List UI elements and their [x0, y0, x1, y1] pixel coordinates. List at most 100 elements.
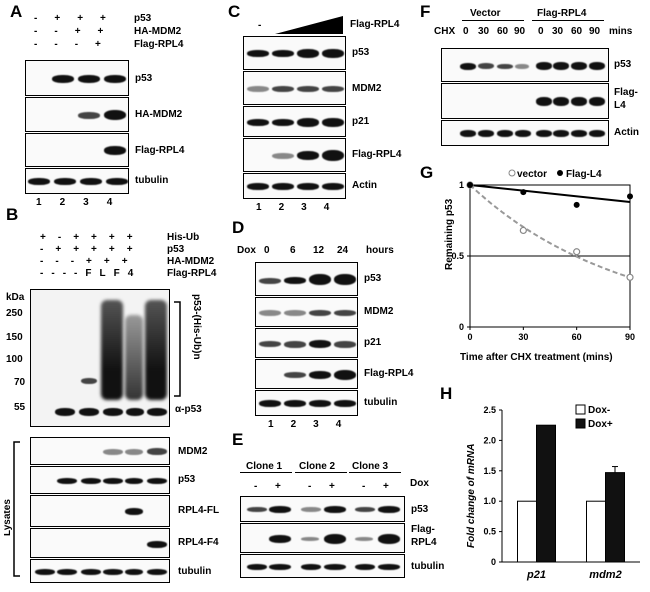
- b-lysates-label: Lysates: [4, 499, 13, 536]
- d-time-0: 0: [264, 245, 270, 256]
- sign: -: [57, 232, 74, 243]
- h-legend-plus: Dox+: [588, 419, 613, 430]
- a-blot-rpl4: [25, 133, 129, 167]
- g-legend-vector: vector: [517, 169, 547, 180]
- g-ylabel: Remaining p53: [444, 198, 455, 270]
- h-ytick-label: 1.5: [483, 466, 496, 476]
- sign: -: [70, 256, 87, 267]
- panel-e-letter: E: [232, 430, 244, 449]
- h-bar-dox: [536, 424, 556, 563]
- f-blot-label-flag-1: Flag-: [614, 87, 638, 98]
- c-blot-p53: [243, 36, 346, 70]
- f-time: 30: [478, 26, 490, 37]
- e-clone-2: Clone 2: [299, 461, 336, 472]
- h-ytick-label: 2.5: [483, 405, 496, 415]
- e-blot-label-p53: p53: [411, 504, 429, 515]
- lane: 2: [59, 197, 84, 208]
- e-sign: -: [362, 481, 366, 492]
- sign: -: [40, 256, 56, 267]
- g-ytick-label: 0: [459, 322, 464, 332]
- h-category-label: p21: [526, 569, 546, 581]
- e-clone-3: Clone 3: [352, 461, 389, 472]
- f-time: 90: [589, 26, 601, 37]
- panel-d-letter: D: [232, 218, 245, 237]
- sign: +: [86, 256, 104, 267]
- sign: +: [73, 244, 92, 255]
- d-blot-p21: [255, 328, 358, 358]
- g-ytick-label: 1: [459, 180, 464, 190]
- b-marker-100: 100: [6, 354, 23, 365]
- e-blot-label-flag-2: RPL4: [411, 537, 437, 548]
- f-blot-label-p53: p53: [614, 59, 632, 70]
- sign: +: [77, 13, 101, 24]
- e-clone-1: Clone 1: [246, 461, 283, 472]
- lane: 1: [36, 197, 60, 208]
- b-marker-250: 250: [6, 308, 23, 319]
- c-blot-label-p53: p53: [352, 47, 370, 58]
- a-lane-numbers: 1234: [36, 197, 130, 209]
- sign: -: [54, 39, 75, 50]
- sign: +: [97, 26, 121, 37]
- e-blot-tubulin: [240, 554, 405, 578]
- c-blot-label-rpl4: Flag-RPL4: [352, 149, 402, 160]
- panel-f-letter: F: [420, 2, 431, 21]
- a-blot-label-tubulin: tubulin: [135, 175, 169, 186]
- g-chart: 0 0.5 1 0 30 60 90 Remaining p53 Time after CH…: [444, 169, 635, 363]
- sign: +: [40, 232, 58, 243]
- e-sign: -: [308, 481, 312, 492]
- b-lysate-label-tubulin: tubulin: [178, 566, 212, 577]
- d-blot-label-p21: p21: [364, 337, 382, 348]
- b-lysate-label-p53: p53: [178, 474, 196, 485]
- sign: +: [126, 232, 145, 243]
- g-point-vector: [519, 226, 527, 235]
- f-group-vector: Vector: [470, 8, 501, 19]
- a-blot-label-mdm2: HA-MDM2: [135, 109, 183, 120]
- sign: -: [34, 13, 55, 24]
- f-blot-flag: [441, 83, 609, 119]
- f-group-underline: [462, 20, 524, 21]
- f-time: 60: [571, 26, 583, 37]
- sign: +: [73, 232, 92, 243]
- d-dox-label: Dox: [237, 245, 256, 256]
- f-blot-label-flag-2: L4: [614, 100, 626, 111]
- sign: -: [40, 268, 52, 279]
- h-category-label: mdm2: [589, 569, 621, 581]
- sign: +: [126, 244, 145, 255]
- sign: -: [74, 268, 86, 279]
- f-group-rpl4: Flag-RPL4: [537, 8, 587, 19]
- sign: -: [40, 244, 56, 255]
- d-blot-label-mdm2: MDM2: [364, 306, 394, 317]
- lane: 3: [313, 419, 336, 430]
- lane: 2: [278, 202, 302, 213]
- sign: +: [91, 244, 109, 255]
- g-xtick-label: 30: [518, 332, 528, 342]
- e-clone-underline: [349, 472, 401, 473]
- sign: +: [54, 13, 78, 24]
- sign: +: [108, 244, 127, 255]
- b-lysates-bracket: Lysates: [4, 441, 20, 577]
- b-lysate-label-mdm2: MDM2: [178, 446, 208, 457]
- g-xtick-label: 60: [572, 332, 582, 342]
- c-blot-label-p21: p21: [352, 116, 370, 127]
- b-alpha-p53-label: α-p53: [175, 404, 202, 415]
- g-legend-vector-marker: [508, 169, 516, 177]
- d-blot-label-p53: p53: [364, 273, 382, 284]
- e-blot-p53: [240, 496, 405, 522]
- b-signs-rpl4: ----FLF4: [40, 268, 141, 280]
- panel-h-letter: H: [440, 384, 453, 403]
- c-header-label: Flag-RPL4: [350, 19, 400, 30]
- sign: FL: [85, 268, 114, 279]
- c-lane-numbers: 1234: [256, 202, 346, 214]
- b-kda-label: kDa: [6, 292, 25, 303]
- sign: +: [74, 26, 98, 37]
- f-blot-p53: [441, 48, 609, 82]
- panel-c-letter: C: [228, 2, 241, 21]
- d-unit-hours: hours: [366, 245, 394, 256]
- h-bar-dox: [605, 472, 625, 563]
- f-time: 90: [514, 26, 526, 37]
- h-legend-minus: Dox-: [588, 405, 610, 416]
- lane: 4: [106, 197, 131, 208]
- lane: 1: [268, 419, 291, 430]
- b-marker-55: 55: [14, 402, 26, 413]
- c-blot-rpl4: [243, 138, 346, 172]
